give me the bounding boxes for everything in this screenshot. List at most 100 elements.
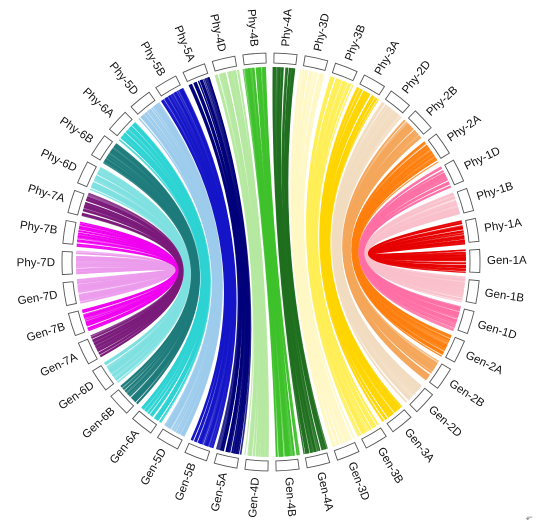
- chromosome-segment-phy-1a: [465, 217, 480, 243]
- link-bundle-4a: [272, 67, 328, 455]
- chromosome-segment-phy-4d: [211, 55, 238, 72]
- link-4d: [216, 74, 254, 456]
- chromosome-segment-gen-7d: [62, 281, 77, 307]
- chromosome-segment-phy-3a: [359, 74, 386, 96]
- chromosome-segment-phy-2b: [407, 110, 432, 135]
- chromosome-label-phy-2d: Phy-2D: [400, 59, 433, 97]
- chromosome-label-phy-4a: Phy-4A: [280, 8, 295, 47]
- chromosome-segment-gen-3d: [333, 441, 360, 461]
- chromosome-label-phy-3b: Phy-3B: [343, 23, 368, 63]
- chromosome-label-phy-6d: Phy-6D: [39, 147, 79, 174]
- chromosome-label-gen-3a: Gen-3A: [402, 426, 436, 465]
- chromosome-segment-phy-5a: [182, 63, 209, 83]
- chromosome-segment-phy-6b: [90, 135, 114, 161]
- link-bundle-3b: [305, 76, 380, 437]
- chromosome-segment-gen-5b: [184, 442, 211, 462]
- chromosome-segment-phy-1b: [456, 187, 475, 214]
- chromosome-segment-phy-5b: [155, 75, 181, 97]
- chromosome-segment-phy-6a: [108, 111, 133, 137]
- link-bundle-3a: [319, 86, 403, 422]
- link-3a: [319, 87, 385, 422]
- link-bundle-5b: [160, 87, 237, 449]
- chromosome-label-phy-4d: Phy-4D: [207, 13, 227, 53]
- link-5b: [160, 99, 227, 441]
- chromosome-label-gen-6b: Gen-6B: [80, 405, 117, 441]
- chromosome-label-phy-5a: Phy-5A: [172, 24, 197, 64]
- chromosome-segment-gen-7a: [77, 338, 98, 365]
- link-2a: [351, 142, 443, 357]
- link-2b: [342, 119, 427, 381]
- chromosome-segment-gen-5d: [156, 428, 183, 450]
- chromosome-label-gen-7b: Gen-7B: [25, 321, 67, 344]
- chromosome-label-gen-6d: Gen-6D: [57, 380, 97, 413]
- chromosome-segment-phy-7d: [61, 251, 73, 276]
- chromosome-segment-phy-7a: [67, 189, 85, 216]
- chromosome-label-gen-2a: Gen-2A: [463, 349, 504, 377]
- chromosome-label-gen-1d: Gen-1D: [476, 319, 518, 342]
- link-bundle-7d: [75, 250, 176, 304]
- chromosome-segment-gen-3a: [386, 409, 412, 433]
- link-bundle-4b: [242, 67, 300, 457]
- link-4a: [272, 67, 305, 455]
- chromosome-segment-gen-1d: [457, 308, 475, 335]
- chromosome-label-phy-7a: Phy-7A: [26, 183, 66, 206]
- chromosome-label-phy-2b: Phy-2B: [425, 84, 461, 119]
- chromosome-segment-gen-6b: [110, 389, 135, 414]
- chromosome-label-gen-7a: Gen-7A: [39, 351, 80, 379]
- link-bundle-5a: [188, 76, 252, 455]
- chromosome-label-gen-4a: Gen-4A: [314, 471, 335, 513]
- chromosome-label-phy-1d: Phy-1D: [463, 145, 503, 173]
- chromosome-label-gen-1b: Gen-1B: [484, 287, 525, 305]
- link-5d: [138, 118, 214, 427]
- chromosome-segment-gen-7b: [67, 310, 86, 337]
- chromosome-label-phy-6b: Phy-6B: [57, 115, 95, 146]
- link-7d: [76, 268, 175, 281]
- link-bundle-2a: [351, 141, 452, 357]
- link-bundle-6d: [89, 166, 191, 383]
- link-bundle-3d: [290, 69, 355, 448]
- chromosome-segment-gen-2b: [428, 363, 452, 389]
- chromosome-segment-phy-2d: [384, 90, 411, 114]
- chromosome-segment-gen-3b: [361, 427, 387, 449]
- link-bundle-7a: [81, 192, 184, 358]
- link-bundle-1b: [363, 192, 466, 303]
- chromosome-segment-phy-7b: [62, 219, 77, 245]
- chromosome-segment-gen-5a: [213, 452, 240, 469]
- link-bundle-6b: [102, 143, 201, 405]
- link-bundle-5d: [138, 102, 223, 437]
- chromosome-segment-gen-2a: [445, 336, 466, 363]
- link-1d: [358, 166, 455, 332]
- chromosome-segment-phy-6d: [76, 161, 97, 188]
- link-5a: [188, 84, 240, 450]
- chromosome-label-phy-1a: Phy-1A: [484, 217, 523, 235]
- chromosome-label-gen-5b: Gen-5B: [173, 461, 199, 503]
- chromosome-label-phy-6a: Phy-6A: [80, 86, 116, 121]
- link-bundle-2b: [342, 119, 440, 381]
- chromosome-segment-phy-2a: [427, 133, 451, 159]
- chromosome-label-gen-3b: Gen-3B: [375, 446, 406, 487]
- chromosome-segment-phy-1d: [444, 159, 465, 186]
- chromosome-segment-phy-3b: [331, 62, 358, 82]
- chromosome-segment-gen-1a: [469, 248, 481, 273]
- chromosome-segment-phy-5d: [130, 91, 156, 115]
- chromosome-segment-phy-3d: [302, 55, 329, 72]
- link-2d: [331, 101, 408, 403]
- chromosome-segment-gen-6d: [91, 365, 115, 391]
- chromosome-label-phy-5b: Phy-5B: [138, 40, 168, 79]
- link-7a: [81, 214, 180, 337]
- chromosome-segment-gen-4b: [275, 458, 300, 472]
- corner-mark: ⬐: [525, 513, 533, 523]
- link-3d: [290, 69, 335, 447]
- link-6a: [118, 139, 203, 410]
- chromosome-label-gen-6a: Gen-6A: [108, 428, 142, 467]
- chromosome-label-gen-1a: Gen-1A: [487, 255, 527, 267]
- chromosome-label-gen-7d: Gen-7D: [17, 289, 59, 307]
- chromosome-label-phy-1b: Phy-1B: [475, 180, 515, 203]
- link-3b: [305, 76, 360, 437]
- chromosome-label-phy-3d: Phy-3D: [312, 12, 332, 52]
- link-bundle-6a: [118, 121, 211, 424]
- chromosome-label-phy-2a: Phy-2A: [445, 113, 483, 144]
- chromosome-segment-gen-2d: [409, 387, 434, 413]
- chromosome-label-phy-3a: Phy-3A: [373, 38, 402, 77]
- chromosome-segment-gen-4a: [304, 452, 331, 469]
